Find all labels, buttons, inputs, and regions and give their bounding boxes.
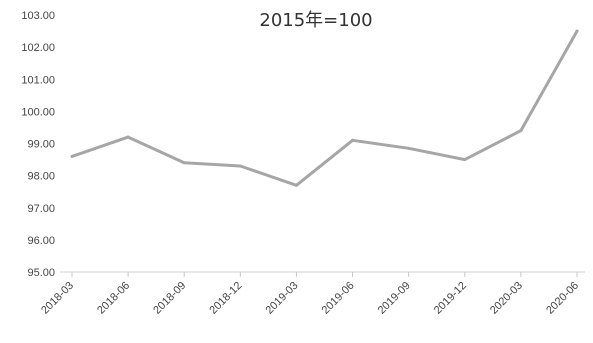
y-tick-label: 101.00 xyxy=(21,74,55,86)
series-group xyxy=(70,29,579,187)
x-tick-label: 2018-09 xyxy=(151,280,188,317)
x-axis: 2018-03 2018-06 2018-09 2018-12 2019-03 2019-… xyxy=(39,272,581,317)
data-point xyxy=(126,135,130,139)
data-point xyxy=(575,29,579,33)
data-point xyxy=(182,161,186,165)
y-tick-label: 98.00 xyxy=(27,171,55,183)
data-point xyxy=(407,146,411,150)
x-tick-label: 2018-03 xyxy=(39,280,76,317)
data-point xyxy=(463,158,467,162)
series-line xyxy=(70,29,579,187)
y-tick-label: 95.00 xyxy=(27,267,55,279)
x-tick-label: 2019-09 xyxy=(376,280,413,317)
y-tick-label: 103.00 xyxy=(21,10,55,22)
data-point xyxy=(519,129,523,133)
x-tick-label: 2019-12 xyxy=(432,280,469,317)
data-point xyxy=(238,164,242,168)
y-axis: 95.00 96.00 97.00 98.00 99.00 100.00 101.00 102… xyxy=(21,10,55,279)
data-point xyxy=(294,183,298,187)
x-tick-label: 2019-06 xyxy=(320,280,357,317)
y-tick-label: 96.00 xyxy=(27,235,55,247)
x-tick-label: 2019-03 xyxy=(264,280,301,317)
data-point xyxy=(351,138,355,142)
data-point xyxy=(70,154,74,158)
y-tick-label: 100.00 xyxy=(21,106,55,118)
x-tick-label: 2020-03 xyxy=(488,280,525,317)
chart-title: 2015年=100 xyxy=(259,10,372,31)
y-tick-label: 99.00 xyxy=(27,139,55,151)
y-tick-label: 102.00 xyxy=(21,42,55,54)
x-tick-label: 2018-12 xyxy=(207,280,244,317)
x-tick-label: 2018-06 xyxy=(95,280,132,317)
y-tick-label: 97.00 xyxy=(27,203,55,215)
x-tick-label: 2020-06 xyxy=(544,280,581,317)
